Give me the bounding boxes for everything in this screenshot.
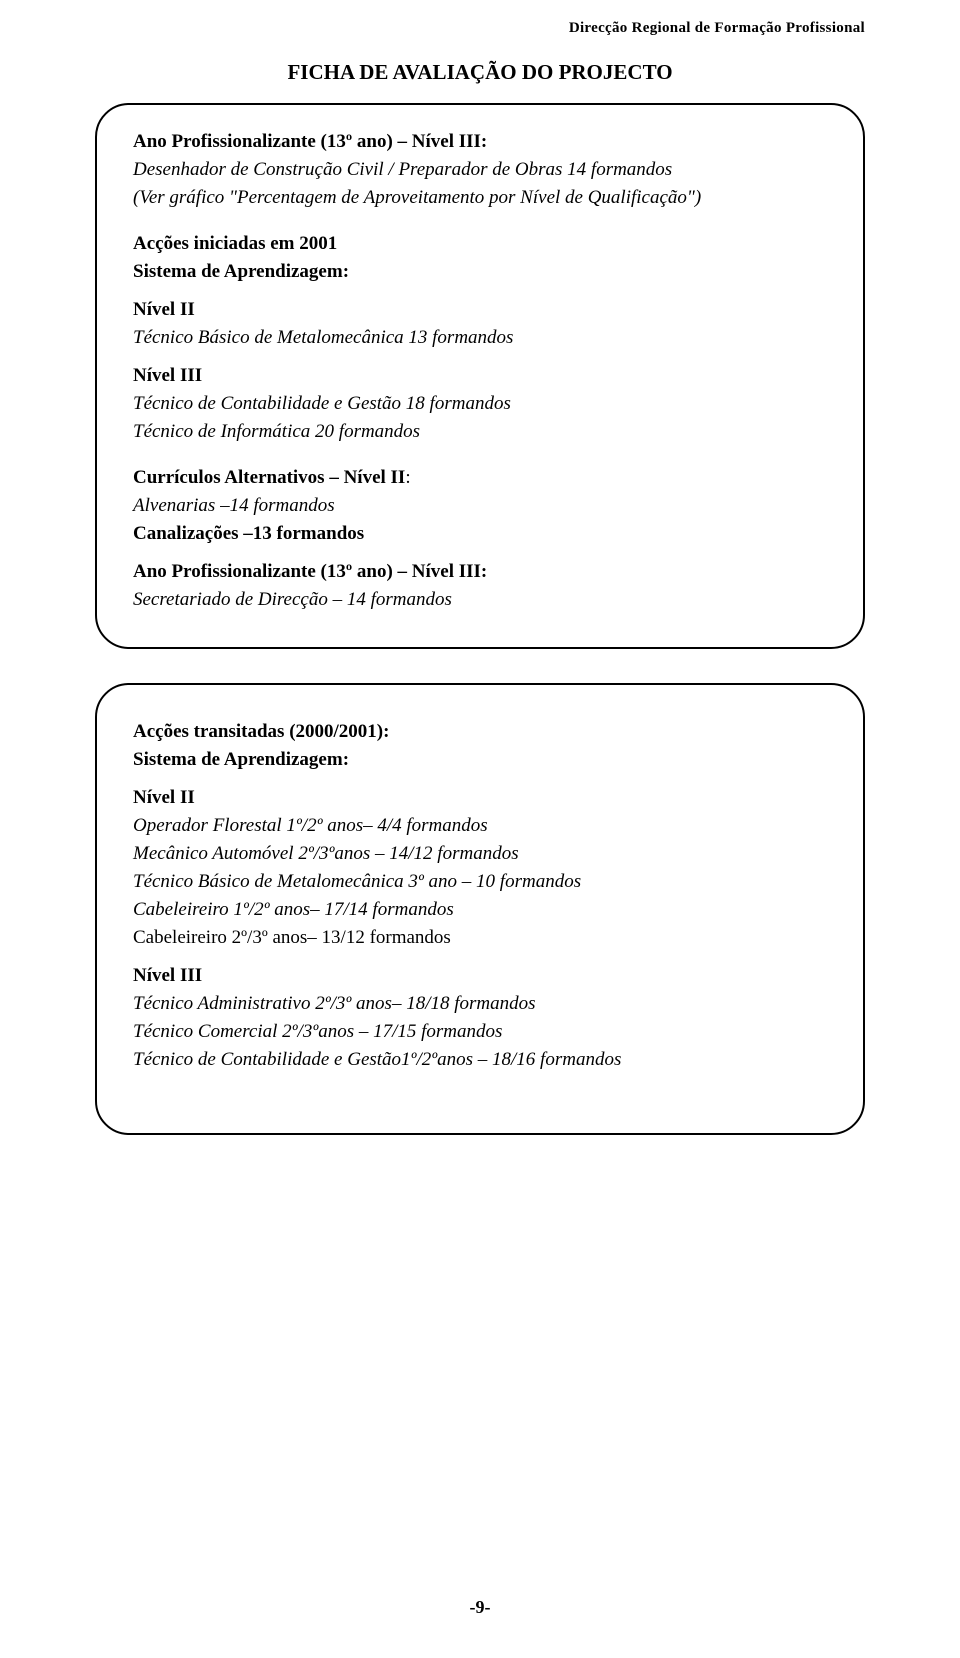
nivel-ii-item: Técnico Básico de Metalomecânica 13 form… [133,327,827,349]
curriculos-heading: Currículos Alternativos – Nível II: [133,467,827,489]
nivel-ii-heading-2: Nível II [133,787,827,809]
nivel-iii-item: Técnico Administrativo 2º/3º anos– 18/18… [133,993,827,1015]
nivel-iii-item: Técnico de Informática 20 formandos [133,421,827,443]
nivel-ii-item-plain: Cabeleireiro 2º/3º anos– 13/12 formandos [133,927,827,949]
spacer [133,551,827,561]
sistema-heading: Sistema de Aprendizagem: [133,261,827,283]
nivel-ii-item: Mecânico Automóvel 2º/3ºanos – 14/12 for… [133,843,827,865]
spacer [133,449,827,467]
nivel-iii-item: Técnico de Contabilidade e Gestão 18 for… [133,393,827,415]
box-1: Ano Profissionalizante (13º ano) – Nível… [95,103,865,649]
spacer [133,215,827,233]
nivel-ii-item: Cabeleireiro 1º/2º anos– 17/14 formandos [133,899,827,921]
ano-prof-heading: Ano Profissionalizante (13º ano) – Nível… [133,131,827,153]
spacer [133,355,827,365]
canalizacoes-line: Canalizações –13 formandos [133,523,827,545]
spacer [133,777,827,787]
nivel-ii-heading: Nível II [133,299,827,321]
page-number: -9- [0,1597,960,1618]
nivel-iii-item: Técnico de Contabilidade e Gestão1º/2ºan… [133,1049,827,1071]
header-right: Direcção Regional de Formação Profission… [569,20,865,37]
curriculos-colon: : [405,467,410,488]
nivel-iii-heading: Nível III [133,365,827,387]
nivel-iii-item: Técnico Comercial 2º/3ºanos – 17/15 form… [133,1021,827,1043]
nivel-ii-item: Técnico Básico de Metalomecânica 3º ano … [133,871,827,893]
page: Direcção Regional de Formação Profission… [0,0,960,1658]
accoes-heading: Acções iniciadas em 2001 [133,233,827,255]
transitadas-heading: Acções transitadas (2000/2001): [133,721,827,743]
ano-prof2-item: Secretariado de Direcção – 14 formandos [133,589,827,611]
page-title: FICHA DE AVALIAÇÃO DO PROJECTO [95,60,865,85]
nivel-iii-heading-2: Nível III [133,965,827,987]
curriculos-heading-bold: Currículos Alternativos – Nível II [133,467,405,488]
curriculos-item: Alvenarias –14 formandos [133,495,827,517]
ano-prof2-heading: Ano Profissionalizante (13º ano) – Nível… [133,561,827,583]
spacer [133,955,827,965]
ano-prof-line-1: Desenhador de Construção Civil / Prepara… [133,159,827,181]
nivel-ii-item: Operador Florestal 1º/2º anos– 4/4 forma… [133,815,827,837]
spacer [133,289,827,299]
ano-prof-line-2: (Ver gráfico "Percentagem de Aproveitame… [133,187,827,209]
box-2: Acções transitadas (2000/2001): Sistema … [95,683,865,1135]
sistema-heading-2: Sistema de Aprendizagem: [133,749,827,771]
spacer [133,1077,827,1103]
spacer [133,711,827,721]
